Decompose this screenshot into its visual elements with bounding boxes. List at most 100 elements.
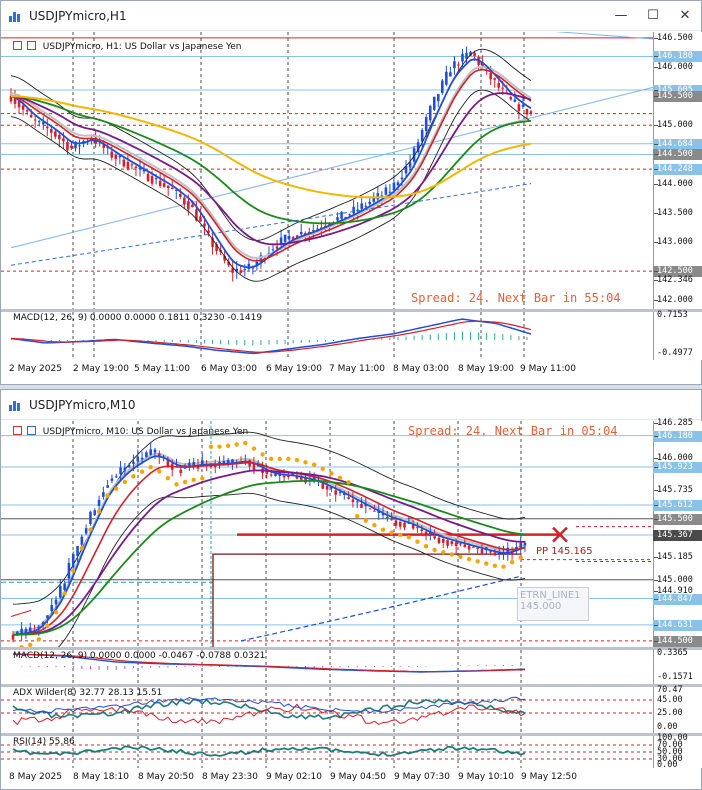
tick-mark: [654, 66, 658, 68]
candle-body: [136, 456, 140, 462]
candle-body: [441, 80, 444, 93]
candle-body: [433, 536, 436, 539]
psar-dot: [131, 474, 136, 479]
psar-dot: [303, 460, 308, 465]
title-bar[interactable]: USDJPYmicro,M10: [1, 390, 701, 420]
adx-axis[interactable]: 70.47 45.00 25.00 0.00: [653, 685, 702, 733]
candle-body: [33, 119, 37, 121]
candle-body: [106, 485, 109, 488]
maximize-icon[interactable]: ☐: [647, 8, 659, 23]
candle-body: [348, 214, 351, 216]
psar-dot: [475, 559, 480, 564]
macd-pane[interactable]: MACD(12, 26, 9) 0.0000 0.0000 0.1811 0.3…: [1, 310, 702, 360]
candle-body: [140, 457, 144, 460]
psar-dot: [337, 475, 343, 481]
psar-dot: [449, 552, 455, 557]
candle-body: [50, 128, 53, 133]
tick-mark: [654, 422, 658, 424]
tick-mark: [654, 457, 658, 459]
candlestick-chart[interactable]: [1, 32, 653, 309]
candle-body: [80, 536, 84, 545]
candle-body: [316, 228, 319, 230]
candle-body: [78, 145, 81, 147]
time-tick-label: 9 May 11:00: [520, 364, 576, 374]
psar-dot: [320, 466, 325, 471]
macd-axis[interactable]: 0.7153 -0.4977: [653, 310, 702, 360]
macd-axis[interactable]: 0.3365 -0.1571: [653, 648, 702, 684]
candle-type-icon[interactable]: [26, 426, 36, 435]
candle-body: [432, 96, 436, 110]
macd-pane[interactable]: MACD(12, 26, 9) 0.0000 0.0000 -0.0467 -0…: [1, 648, 702, 684]
time-tick-label: 8 May 20:50: [138, 772, 194, 782]
psar-dot: [62, 591, 67, 596]
tick-mark: [654, 590, 658, 592]
candle-body: [21, 105, 25, 110]
chart-window-m10[interactable]: USDJPYmicro,M10 USDJPYmicro, M10: US Dol…: [0, 389, 702, 790]
time-tick-label: 8 May 19:00: [458, 364, 514, 374]
price-pane[interactable]: USDJPYmicro, H1: US Dollar vs Japanese Y…: [1, 32, 702, 309]
candle-body: [187, 201, 190, 210]
candle-body: [74, 141, 77, 149]
minimize-icon[interactable]: —: [614, 8, 628, 23]
candle-body: [123, 467, 127, 471]
candle-body: [282, 475, 286, 478]
psar-dot: [372, 522, 377, 528]
candle-type-icon[interactable]: [26, 41, 36, 50]
candle-body: [122, 159, 126, 167]
candle-body: [360, 203, 363, 209]
candle-body: [63, 583, 66, 590]
chart-icon: [9, 9, 23, 23]
time-axis[interactable]: 8 May 2025 8 May 18:10 8 May 20:50 8 May 23…: [1, 768, 653, 790]
price-axis[interactable]: 146.500 146.180 146.000 145.605 145.500 145.0…: [653, 32, 702, 309]
tick-mark: [654, 598, 658, 600]
candle-body: [472, 546, 475, 548]
price-tick-label: 146.285: [657, 417, 693, 428]
candle-body: [24, 628, 28, 633]
candle-body: [114, 154, 118, 160]
rsi-level-50: 50.00: [657, 747, 683, 757]
candle-body: [459, 543, 462, 545]
candle-body: [420, 130, 424, 142]
candle-body: [11, 634, 15, 640]
rsi-line: [1, 736, 653, 768]
candle-body: [467, 545, 471, 550]
rsi-pane[interactable]: RSI(14) 55.86 100.00 70.00 50.00 30.00 0…: [1, 733, 702, 770]
close-icon[interactable]: ✕: [679, 8, 691, 23]
price-tick-label: 145.000: [657, 574, 693, 585]
tick-mark: [654, 183, 658, 185]
psar-dot: [217, 444, 222, 449]
bar-type-icon[interactable]: [13, 41, 22, 50]
candle-body: [46, 615, 49, 618]
adx-pane[interactable]: ADX Wilder(8) 32.77 28.13 15.51 70.47 45…: [1, 685, 702, 733]
candle-body: [446, 540, 449, 546]
candle-body: [199, 216, 202, 222]
price-tick-label: 146.000: [657, 452, 693, 463]
rsi-axis[interactable]: 100.00 70.00 50.00 30.00 0.00: [653, 733, 702, 770]
candle-body: [188, 462, 191, 468]
macd-histogram: [12, 650, 526, 684]
time-axis[interactable]: 2 May 2025 2 May 19:00 5 May 11:00 6 May 03…: [1, 360, 653, 384]
candle-body: [170, 187, 174, 190]
candle-body: [134, 166, 138, 169]
tick-mark: [654, 557, 658, 559]
candle-body: [235, 268, 239, 271]
candle-body: [54, 131, 57, 137]
candle-body: [146, 173, 150, 182]
chart-window-h1[interactable]: USDJPYmicro,H1 — ☐ ✕ USDJPYmicro, H1: US…: [0, 0, 702, 385]
title-bar[interactable]: USDJPYmicro,H1 — ☐ ✕: [1, 1, 701, 31]
psar-dot: [165, 476, 171, 481]
bar-type-icon[interactable]: [13, 426, 22, 435]
bollinger-upper: [10, 48, 532, 241]
price-pane[interactable]: USDJPYmicro, M10: US Dollar vs Japanese …: [1, 417, 702, 647]
time-tick-label: 6 May 19:00: [266, 364, 322, 374]
candle-body: [252, 462, 256, 471]
candle-body: [54, 599, 58, 605]
price-tick-label: 145.000: [657, 120, 693, 131]
etrn-line-label[interactable]: ETRN_LINE1 145.000: [517, 587, 589, 621]
candle-body: [445, 71, 448, 85]
ma-green: [12, 480, 526, 636]
candlestick-chart[interactable]: [1, 421, 653, 647]
tick-mark: [654, 280, 658, 282]
price-axis[interactable]: 146.285 146.180 146.000 145.923 145.735 145.6…: [653, 417, 702, 647]
candle-body: [119, 467, 122, 475]
